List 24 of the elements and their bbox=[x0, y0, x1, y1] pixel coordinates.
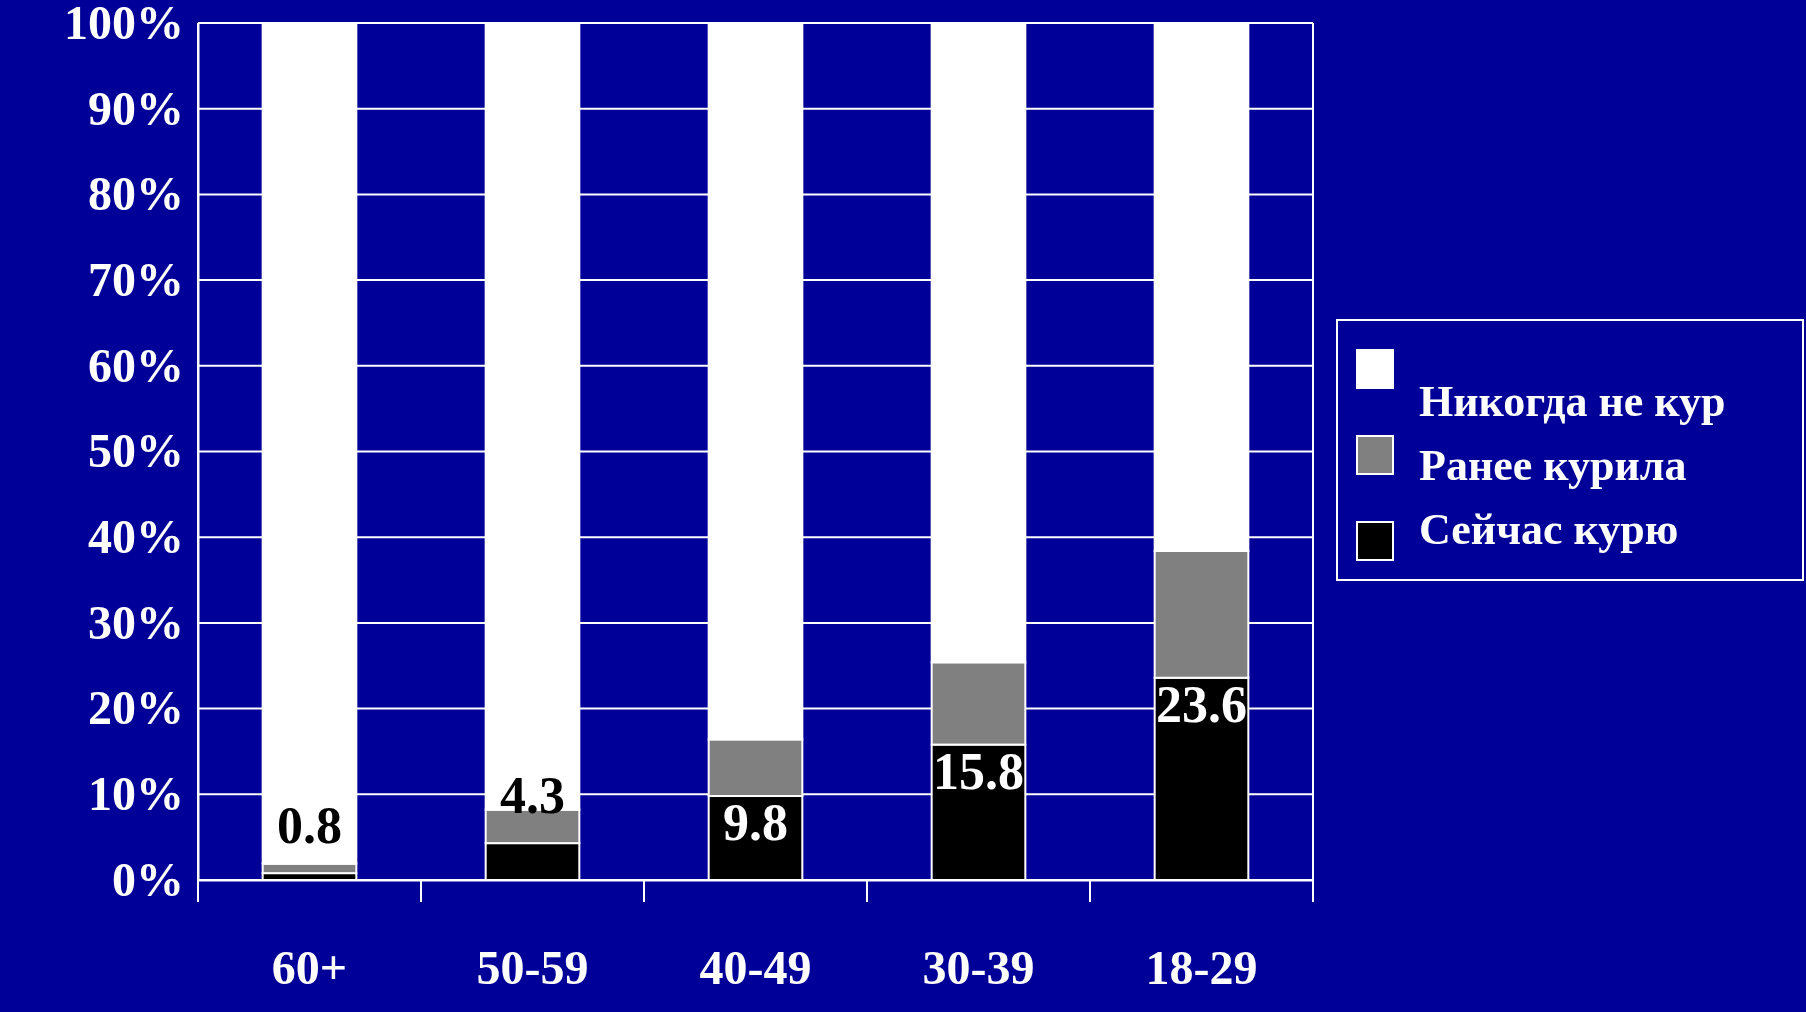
y-tick-label: 50% bbox=[88, 424, 184, 478]
y-tick-label: 10% bbox=[88, 767, 184, 821]
y-tick-label: 90% bbox=[88, 81, 184, 135]
x-tick-label: 18-29 bbox=[1145, 941, 1258, 995]
data-label: 23.6 bbox=[1156, 675, 1247, 733]
y-tick-label: 30% bbox=[88, 595, 184, 649]
legend-label: Сейчас курю bbox=[1419, 505, 1679, 554]
y-tick-label: 80% bbox=[88, 167, 184, 221]
data-label: 9.8 bbox=[723, 794, 788, 852]
data-label: 15.8 bbox=[933, 742, 1024, 800]
data-label: 0.8 bbox=[277, 797, 342, 855]
y-tick-label: 70% bbox=[88, 252, 184, 306]
x-tick-label: 50-59 bbox=[476, 941, 589, 995]
y-tick-label: 100% bbox=[64, 0, 184, 49]
y-tick-label: 0% bbox=[112, 852, 184, 906]
text: Никогда не кур bbox=[1419, 377, 1726, 426]
x-tick-label: 30-39 bbox=[922, 941, 1035, 995]
y-tick-label: 20% bbox=[88, 681, 184, 735]
y-tick-label: 60% bbox=[88, 338, 184, 392]
legend-label: Ранее курила bbox=[1419, 441, 1687, 490]
x-tick-label: 40-49 bbox=[699, 941, 812, 995]
data-label: 4.3 bbox=[500, 767, 565, 825]
x-tick-label: 60+ bbox=[271, 941, 348, 995]
y-tick-label: 40% bbox=[88, 510, 184, 564]
